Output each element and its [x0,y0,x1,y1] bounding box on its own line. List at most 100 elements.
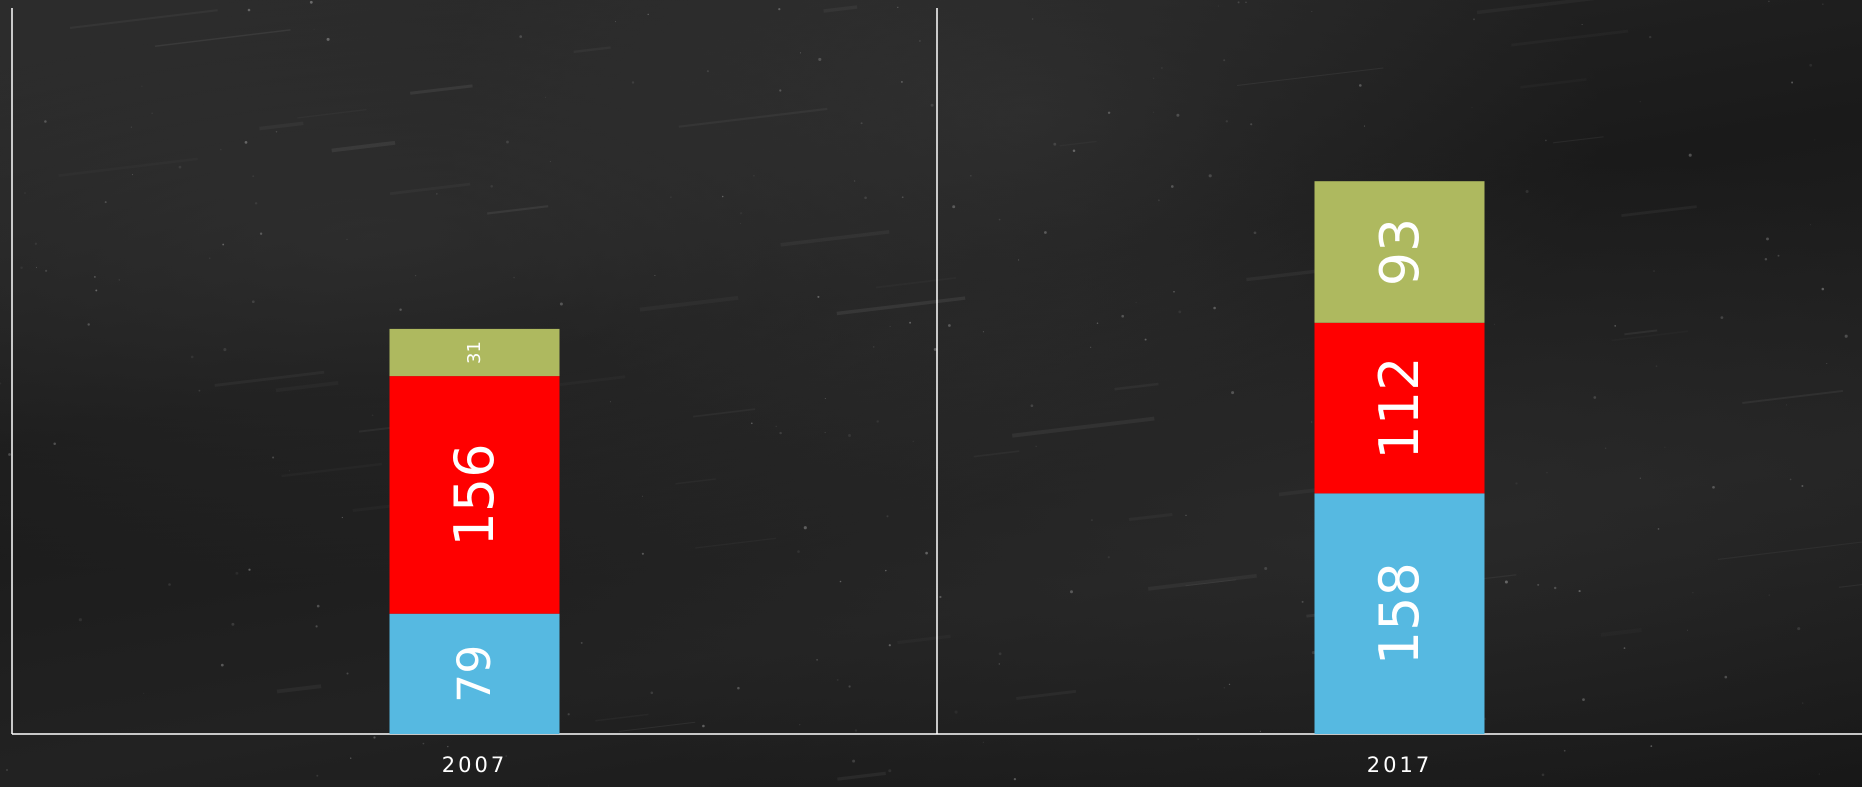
chalk-speck [750,422,753,425]
chalk-speck [1801,485,1804,487]
chalk-speck [1814,139,1816,141]
chalk-speck [1107,556,1110,559]
chalk-speck [1692,592,1694,594]
chalk-speck [346,672,349,675]
chalk-speck [248,568,251,571]
category-labels: 2007 2017 [442,753,1429,777]
chalk-speck [816,658,819,661]
chalk-streak [276,684,322,694]
chalk-speck [220,663,224,667]
bar-segment [1314,181,1485,323]
chalk-speck [1802,702,1804,704]
chalk-speck [435,193,438,195]
bar-stacks: 79 156 31 158 112 93 [389,181,1485,734]
data-label: 31 [464,341,485,364]
chalk-speck [220,148,222,151]
chalk-streak [676,479,716,484]
chalk-speck [641,552,644,555]
chalk-speck [1541,773,1545,777]
chalk-speck [316,774,319,777]
chalk-speck [799,724,801,726]
chalk-streak [214,370,325,387]
bar-stack-2007: 79 156 31 [389,328,560,734]
chalk-speck [1614,325,1617,327]
chalk-speck [954,710,958,714]
chalk-speck [739,212,743,215]
chalk-speck [1228,683,1231,686]
chalk-speck [288,470,290,472]
data-label: 79 [448,645,501,703]
chalk-speck [1546,472,1548,474]
chalk-streak [1838,583,1862,588]
chalk-streak [595,714,648,720]
bar-segment [389,328,560,377]
chalk-speck [1013,777,1017,781]
chalk-speck [1161,67,1163,69]
chalk-speck [1245,1,1247,3]
chalk-speck [897,6,899,8]
chalk-streak [1129,514,1172,519]
chalk-speck [223,348,227,352]
chalk-speck [231,622,235,626]
chalk-speck [848,434,851,437]
chalk-streak [1016,689,1077,700]
chalk-speck [998,652,1002,656]
chalk-streak [640,298,738,310]
chalk-speck [836,678,839,681]
chalk-streak [1742,389,1844,404]
chalk-speck [513,276,515,279]
chalk-speck [779,89,782,92]
chalk-speck [1144,338,1147,341]
chalk-speck [1072,149,1076,152]
chalk-speck [1090,346,1092,348]
chalk-streak [486,205,549,215]
chalk-speck [519,35,523,38]
chalk-speck [209,257,211,259]
chalk-streak [59,159,198,176]
chalk-speck [650,691,654,695]
chalk-speck [939,595,942,599]
chalk-streak [69,9,218,29]
chalk-streak [259,121,304,131]
chalk-speck [1563,749,1566,752]
chalk-speck [912,440,914,442]
chalk-speck [1176,113,1180,117]
chalk-speck [876,420,879,423]
chalk-speck [1639,101,1641,103]
chalk-speck [1253,231,1257,235]
chalk-speck [1259,730,1262,733]
chalk-speck [490,185,493,188]
chalk-streak [1185,579,1237,587]
chalk-speck [222,243,225,246]
chalk-speck [864,196,867,200]
bar-segment [389,376,560,614]
bar-segment [1314,322,1485,494]
chalk-speck [20,266,23,270]
chalk-speck [1311,651,1315,655]
chalk-speck [1121,314,1125,318]
chalk-speck [1809,63,1813,67]
chalk-streak [1011,416,1155,438]
chalk-speck [721,195,724,198]
chalk-speck [670,196,672,198]
bar-segment [389,613,560,734]
chalk-speck [797,550,800,553]
chalk-speck [737,686,740,690]
chalk-streak [876,278,956,288]
chalk-speck [1720,316,1724,319]
chalk-streak [1476,0,1596,15]
chalk-speck [1494,323,1495,325]
chalk-speck [824,431,826,433]
chalk-speck [371,414,374,417]
chalk-speck [1712,485,1715,489]
chalk-speck [1623,647,1626,649]
chalk-speck [1515,482,1518,485]
chalk-speck [1225,120,1229,123]
chalk-speck [45,269,48,272]
x-tick-label: 2007 [442,753,507,777]
chalk-speck [316,604,320,608]
chalk-speck [1822,3,1824,5]
chalk-speck [817,295,820,298]
chalk-speck [272,456,275,459]
